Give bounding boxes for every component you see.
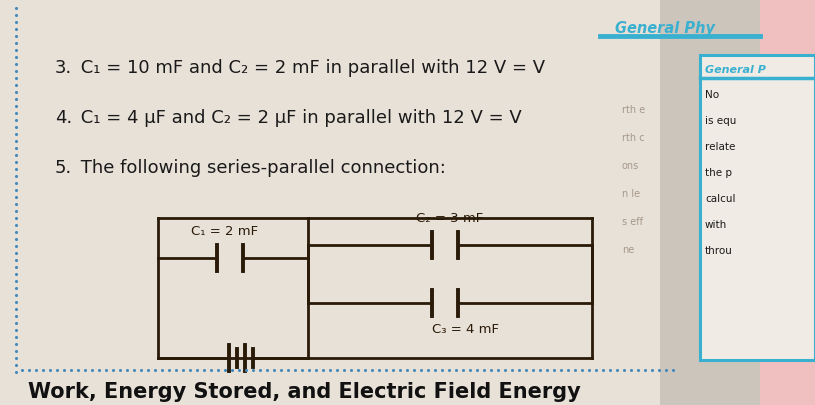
Text: C₁ = 10 mF and C₂ = 2 mF in parallel with 12 V = V: C₁ = 10 mF and C₂ = 2 mF in parallel wit… [75, 59, 545, 77]
Text: Work, Energy Stored, and Electric Field Energy: Work, Energy Stored, and Electric Field … [28, 382, 581, 402]
Bar [660, 0, 760, 405]
Text: C₃ = 4 mF: C₃ = 4 mF [431, 323, 499, 336]
Text: C₂ = 3 mF: C₂ = 3 mF [416, 212, 483, 225]
Text: rth e: rth e [622, 105, 645, 115]
Text: ons: ons [622, 161, 639, 171]
Bar [0, 0, 660, 405]
Text: C₁ = 4 μF and C₂ = 2 μF in parallel with 12 V = V: C₁ = 4 μF and C₂ = 2 μF in parallel with… [75, 109, 522, 127]
Text: throu: throu [705, 246, 733, 256]
Text: The following series-parallel connection:: The following series-parallel connection… [75, 159, 446, 177]
Text: n le: n le [622, 189, 640, 199]
Text: calcul: calcul [705, 194, 735, 204]
Text: is equ: is equ [705, 116, 737, 126]
Text: 5.: 5. [55, 159, 73, 177]
Text: s eff: s eff [622, 217, 643, 227]
Text: with: with [705, 220, 727, 230]
Text: General Phy: General Phy [615, 21, 715, 36]
Text: 3.: 3. [55, 59, 73, 77]
Text: 4.: 4. [55, 109, 73, 127]
Bar [760, 0, 815, 405]
Text: the p: the p [705, 168, 732, 178]
Text: General P: General P [705, 65, 766, 75]
Text: relate: relate [705, 142, 735, 152]
Text: rth c: rth c [622, 133, 645, 143]
Text: No: No [705, 90, 719, 100]
FancyBboxPatch shape [700, 55, 815, 360]
Text: C₁ = 2 mF: C₁ = 2 mF [192, 225, 258, 238]
Text: ne: ne [622, 245, 634, 255]
